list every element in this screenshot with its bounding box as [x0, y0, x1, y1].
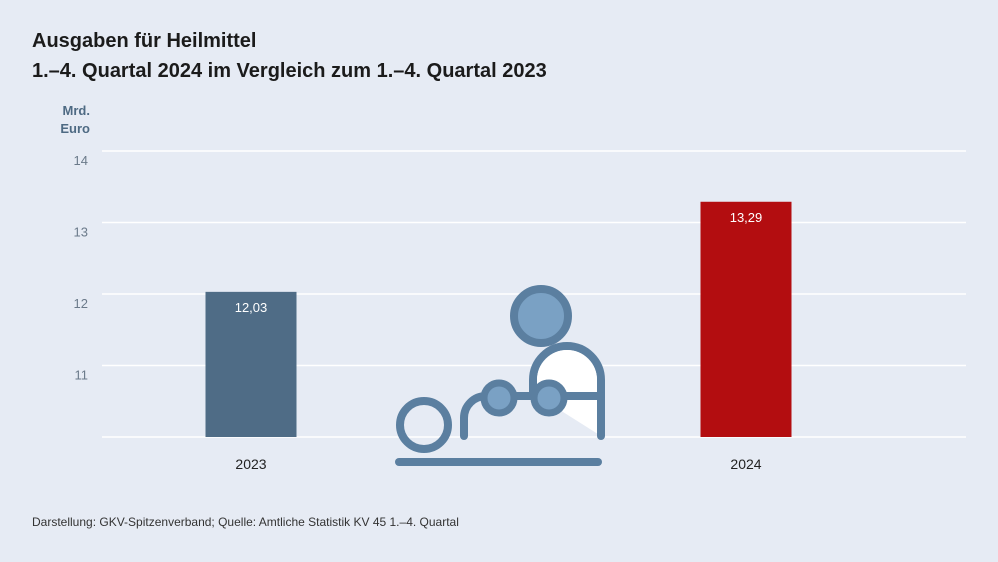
chart-subtitle: 1.–4. Quartal 2024 im Vergleich zum 1.–4… — [32, 60, 547, 82]
bar-2024 — [700, 201, 792, 437]
y-axis-label-line2: Euro — [60, 121, 90, 136]
y-axis-label: Mrd. Euro — [40, 102, 90, 138]
bar-2023 — [205, 291, 297, 437]
physiotherapy-massage-icon — [395, 285, 605, 466]
data-label-2024: 13,29 — [730, 210, 763, 225]
y-tick-label: 14 — [74, 153, 88, 168]
x-tick-label-2023: 2023 — [235, 456, 266, 472]
x-tick-label-2024: 2024 — [730, 456, 761, 472]
source-note: Darstellung: GKV-Spitzenverband; Quelle:… — [32, 515, 459, 529]
x-axis-labels: 2023 2024 — [235, 456, 761, 472]
chart-title-line1: Ausgaben für Heilmittel — [32, 30, 257, 52]
y-tick-label: 12 — [74, 296, 88, 311]
y-axis-label-line1: Mrd. — [62, 103, 90, 118]
y-axis-ticks: 11 12 13 14 — [74, 153, 88, 383]
chart-title: Ausgaben für Heilmittel 1.–4. Quartal 20… — [32, 26, 547, 86]
y-tick-label: 13 — [74, 225, 88, 240]
data-label-2023: 12,03 — [235, 300, 268, 315]
bars: 12,03 13,29 — [205, 201, 792, 437]
y-tick-label: 11 — [75, 368, 89, 383]
